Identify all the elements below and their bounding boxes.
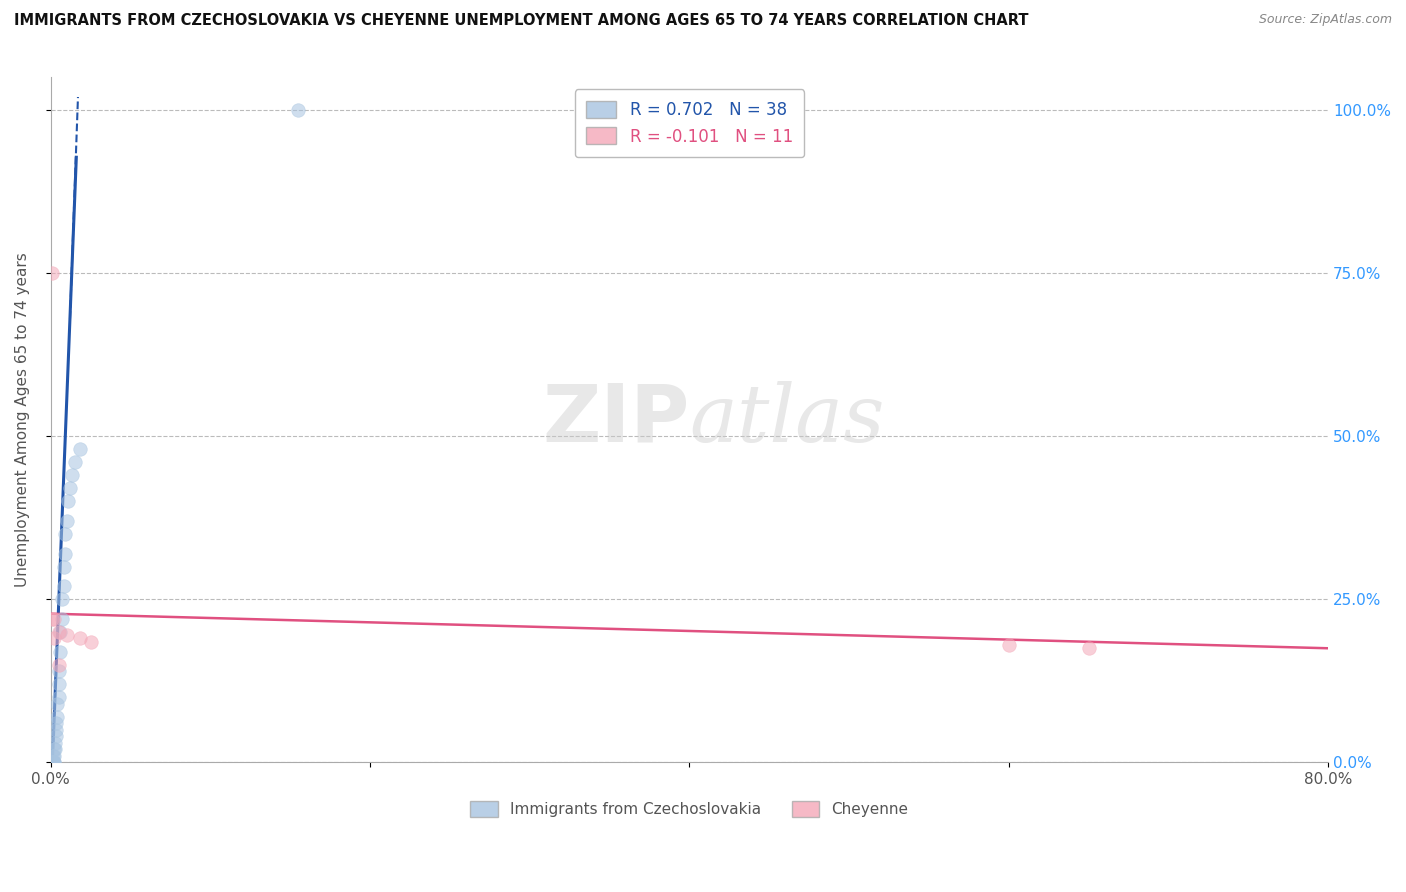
Point: [41, 756, 63, 770]
Point: [42, 748, 65, 763]
Point: [53, 547, 76, 561]
Point: [1077, 641, 1099, 656]
Point: [44, 736, 66, 750]
Point: [45, 723, 67, 737]
Point: [48, 677, 70, 691]
Legend: Immigrants from Czechoslovakia, Cheyenne: Immigrants from Czechoslovakia, Cheyenne: [464, 795, 915, 823]
Point: [56, 628, 79, 642]
Point: [63, 455, 86, 469]
Point: [45, 716, 67, 731]
Point: [42, 756, 65, 770]
Point: [48, 657, 70, 672]
Text: Source: ZipAtlas.com: Source: ZipAtlas.com: [1258, 13, 1392, 27]
Point: [42, 756, 65, 770]
Point: [41, 612, 63, 626]
Point: [49, 624, 72, 639]
Point: [56, 514, 79, 528]
Point: [51, 592, 73, 607]
Text: ZIP: ZIP: [543, 381, 689, 459]
Point: [44, 742, 66, 756]
Text: atlas: atlas: [689, 381, 884, 458]
Point: [998, 638, 1021, 652]
Point: [45, 729, 67, 743]
Point: [287, 103, 309, 117]
Point: [60, 468, 83, 483]
Point: [58, 494, 80, 508]
Point: [51, 612, 73, 626]
Point: [41, 756, 63, 770]
Point: [41, 756, 63, 770]
Point: [41, 266, 63, 280]
Point: [69, 442, 91, 457]
Point: [42, 742, 65, 756]
Point: [69, 632, 91, 646]
Point: [46, 697, 69, 711]
Point: [59, 482, 82, 496]
Point: [52, 559, 75, 574]
Point: [42, 612, 65, 626]
Point: [80, 634, 103, 648]
Point: [48, 690, 70, 705]
Point: [53, 527, 76, 541]
Point: [42, 756, 65, 770]
Point: [42, 756, 65, 770]
Y-axis label: Unemployment Among Ages 65 to 74 years: Unemployment Among Ages 65 to 74 years: [15, 252, 30, 587]
Point: [42, 756, 65, 770]
Point: [46, 710, 69, 724]
Point: [41, 756, 63, 770]
Point: [49, 644, 72, 658]
Text: IMMIGRANTS FROM CZECHOSLOVAKIA VS CHEYENNE UNEMPLOYMENT AMONG AGES 65 TO 74 YEAR: IMMIGRANTS FROM CZECHOSLOVAKIA VS CHEYEN…: [14, 13, 1029, 29]
Point: [48, 664, 70, 678]
Point: [41, 756, 63, 770]
Point: [48, 624, 70, 639]
Point: [42, 748, 65, 763]
Point: [42, 632, 65, 646]
Point: [52, 579, 75, 593]
